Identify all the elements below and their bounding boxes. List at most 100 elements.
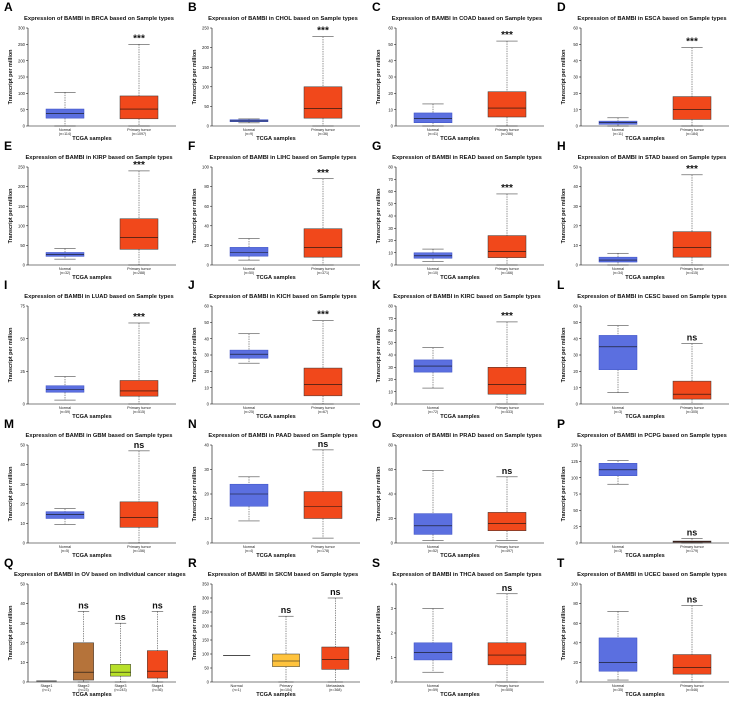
y-tick-label: 50 [20,582,25,587]
y-tick-label: 0 [576,263,579,268]
panel-l: L Expression of BAMBI in CESC based on Sa… [553,278,737,420]
y-tick-label: 80 [388,443,393,448]
panel-letter: E [4,139,13,153]
x-tick-label: Normal [612,545,624,549]
x-tick-count: (n=3) [614,410,623,414]
y-tick-label: 50 [20,336,25,341]
significance-label: ns [152,600,163,610]
y-tick-label: 10 [204,516,209,521]
box-normal [598,637,638,672]
y-tick-label: 70 [388,316,393,321]
panel-letter: J [188,278,195,292]
box-primary-tumor [303,367,343,397]
y-tick-label: 40 [388,214,393,219]
x-tick-count: (n=3) [614,549,623,553]
box-normal [598,335,638,370]
box-primary-tumor [487,642,527,666]
y-tick-label: 0 [23,402,26,407]
panel-letter: R [188,556,197,570]
y-axis-label: Transcript per million [8,328,14,383]
significance-label: *** [317,168,329,179]
y-tick-label: 10 [20,660,25,665]
y-tick-label: 20 [388,91,393,96]
panel-letter: N [188,417,197,431]
x-tick-label: Stage3 [114,684,126,688]
y-tick-label: 30 [388,75,393,80]
panel-letter: L [557,278,565,292]
x-tick-count: (n=23) [78,688,89,692]
box-primary-tumor [487,91,527,118]
y-tick-label: 20 [204,492,209,497]
x-tick-label: Normal [427,267,439,271]
box-primary-tumor [119,95,159,120]
box-stage4 [147,650,168,679]
significance-label: ns [502,466,513,476]
y-tick-label: 100 [202,165,210,170]
y-tick-label: 125 [571,459,579,464]
significance-label: *** [133,33,145,44]
y-tick-label: 100 [18,223,26,228]
x-tick-label: Normal [59,128,71,132]
y-tick-label: 20 [204,369,209,374]
x-axis-label: TCGA samples [256,692,296,698]
x-axis-label: TCGA samples [72,553,112,559]
y-tick-label: 30 [204,467,209,472]
boxplot-svg: 0 10 20 30 40 50 60 Transcript per million TCGA … [192,304,360,420]
x-tick-label: Primary tumor [127,545,152,549]
boxplot-svg: 0 10 20 30 40 50 Transcript per million TCGA sa… [8,440,176,559]
boxplot-svg: 0 10 20 30 40 50 Transcript per million TCGA sa… [8,582,176,698]
panel-letter: G [372,139,382,153]
box-normal [229,483,269,507]
x-axis-label: TCGA samples [256,414,296,420]
chart-title: Expression of BAMBI in THCA based on Sam… [392,572,542,578]
y-tick-label: 300 [202,596,210,601]
y-tick-label: 200 [202,45,210,50]
y-tick-label: 50 [20,243,25,248]
boxplot-svg: 0 10 20 30 40 50 60 Transcript per million TCGA … [561,26,729,142]
boxplot-svg: 0 10 20 30 40 50 60 70 80 Transcript per million T… [376,165,544,281]
y-tick-label: 350 [202,582,210,587]
x-axis-label: TCGA samples [625,275,665,281]
significance-label: *** [133,160,145,171]
y-tick-label: 50 [388,340,393,345]
panel-s: S Expression of BAMBI in THCA based on Sa… [368,556,552,698]
panel-letter: S [372,556,381,570]
x-tick-label: Primary tumor [680,684,705,688]
significance-label: *** [317,26,329,37]
y-tick-label: 30 [20,621,25,626]
x-tick-label: Metastasis [326,684,344,688]
y-axis-label: Transcript per million [376,189,382,244]
y-tick-label: 60 [573,621,578,626]
y-axis-label: Transcript per million [192,50,198,105]
x-tick-label: Primary tumor [311,406,336,410]
y-tick-label: 20 [20,640,25,645]
y-tick-label: 250 [18,165,26,170]
y-axis-label: Transcript per million [376,606,382,661]
y-tick-label: 100 [202,652,210,657]
x-tick-label: Normal [231,684,243,688]
significance-label: ns [687,333,698,343]
panel-letter: T [557,556,565,570]
y-tick-label: 50 [204,666,209,671]
y-tick-label: 0 [207,541,210,546]
y-tick-label: 0 [576,402,579,407]
chart-title: Expression of BAMBI in KICH based on Sam… [209,294,357,300]
y-axis-label: Transcript per million [8,189,14,244]
x-tick-label: Stage2 [77,684,89,688]
x-axis-label: TCGA samples [625,414,665,420]
x-tick-count: (n=178) [317,549,330,553]
box-primary-tumor [119,218,159,250]
panel-n: N Expression of BAMBI in PAAD based on Sa… [184,417,368,559]
x-axis-label: TCGA samples [440,553,480,559]
boxplot-svg: 0 25 50 75 Transcript per million TCGA sample… [8,304,176,420]
box-primary [272,653,300,667]
y-tick-label: 50 [388,42,393,47]
y-tick-label: 40 [388,58,393,63]
box-normal [229,247,269,257]
box-primary-tumor [303,491,343,519]
significance-label: *** [501,30,513,41]
y-tick-label: 0 [207,263,210,268]
x-tick-label: Primary [279,684,292,688]
panel-h: H Expression of BAMBI in STAD based on Sa… [553,139,737,281]
y-tick-label: 0 [23,263,26,268]
